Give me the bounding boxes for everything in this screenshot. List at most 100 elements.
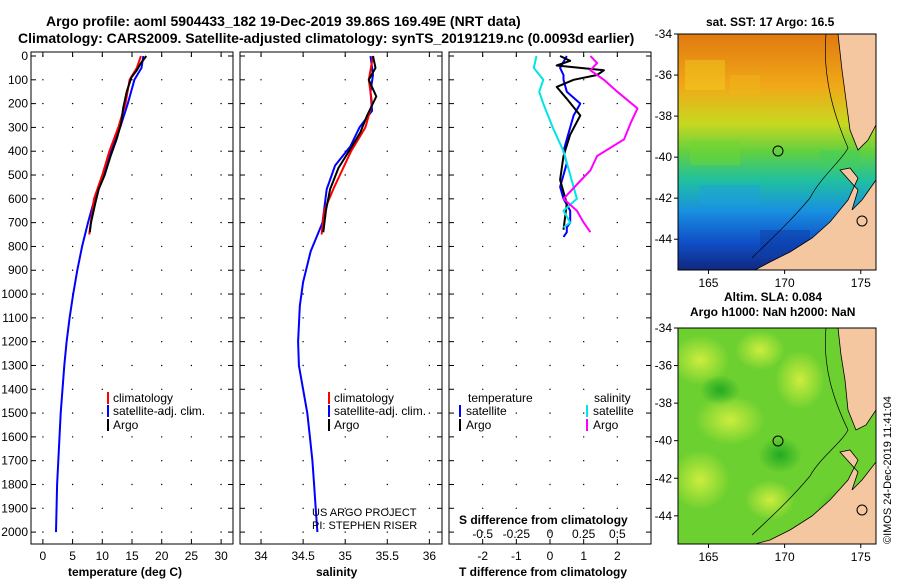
grid-dot xyxy=(616,221,618,224)
s-tick-label: -0.25 xyxy=(503,527,531,541)
y-tick-label: 1800 xyxy=(1,477,28,491)
grid-dot xyxy=(549,269,551,271)
series-line-s-argo xyxy=(562,55,639,233)
sla-map-title-line2: Argo h1000: NaN h2000: NaN xyxy=(690,305,855,319)
grid-dot xyxy=(220,102,222,105)
grid-dot xyxy=(428,483,431,486)
grid-dot xyxy=(71,150,74,152)
x-tick-label: 15 xyxy=(125,549,139,563)
grid-dot xyxy=(616,174,618,176)
grid-dot xyxy=(482,126,484,129)
temperature-xlabel: temperature (deg C) xyxy=(68,565,182,579)
sst-map-frame xyxy=(677,33,877,271)
grid-dot xyxy=(220,79,222,81)
grid-dot xyxy=(71,364,74,367)
sla-map-frame xyxy=(677,327,877,545)
grid-dot xyxy=(190,460,193,462)
x-tick-label: 34.5 xyxy=(291,549,315,563)
grid-dot xyxy=(302,483,304,486)
x-tick-label: 5 xyxy=(69,549,76,563)
grid-dot xyxy=(260,174,262,176)
map-y-tick-label: -34 xyxy=(655,321,673,335)
grid-dot xyxy=(131,460,133,462)
grid-dot xyxy=(344,174,346,176)
grid-dot xyxy=(515,507,517,509)
grid-dot xyxy=(131,412,133,414)
grid-dot xyxy=(344,245,346,248)
sst-map-axes: 165 170 175 -34 -36 -38 -40 -42 -44 xyxy=(655,27,871,290)
grid-dot xyxy=(583,102,585,105)
grid-dot xyxy=(386,364,388,367)
grid-dot xyxy=(101,126,104,129)
y-tick-label: 1700 xyxy=(1,454,28,468)
grid-dot xyxy=(549,436,551,438)
grid-dot xyxy=(190,436,193,438)
grid-dot xyxy=(71,126,74,129)
series-line-argo xyxy=(322,55,378,233)
grid-dot xyxy=(42,198,44,200)
grid-dot xyxy=(260,531,262,533)
map-y-tick-label: -36 xyxy=(655,359,673,373)
grid-dot xyxy=(131,436,133,438)
map-y-tick-label: -40 xyxy=(655,150,673,164)
grid-dot xyxy=(386,150,388,152)
x-tick-label: 34 xyxy=(254,549,268,563)
map-y-tick-label: -38 xyxy=(655,109,673,123)
grid-dot xyxy=(220,341,222,343)
grid-dot xyxy=(515,531,517,533)
map-y-tick-label: -42 xyxy=(655,191,673,205)
grid-dot xyxy=(386,221,388,224)
grid-dot xyxy=(190,221,193,224)
x-tick-label: 20 xyxy=(155,549,169,563)
grid-dot xyxy=(515,364,517,367)
difference-plot: -2 -1 0 1 2 -0.5 -0.25 0 0.25 0.5 xyxy=(449,52,651,563)
grid-dot xyxy=(101,364,104,367)
grid-dot xyxy=(482,174,484,176)
grid-dot xyxy=(131,245,133,248)
grid-dot xyxy=(302,364,304,367)
y-tick-label: 1100 xyxy=(2,311,28,325)
sst-land-north-island xyxy=(837,34,876,151)
grid-dot xyxy=(344,341,346,343)
grid-dot xyxy=(386,412,388,414)
grid-dot xyxy=(71,174,74,176)
grid-dot xyxy=(344,102,346,105)
grid-dot xyxy=(344,364,346,367)
grid-dot xyxy=(428,293,431,295)
series-line-t-argo xyxy=(555,55,605,230)
grid-dot xyxy=(190,198,193,200)
grid-dot xyxy=(515,126,517,129)
grid-dot xyxy=(515,221,517,224)
grid-dot xyxy=(220,174,222,176)
grid-dot xyxy=(549,79,551,81)
legend-satellite-label: satellite-adj. clim. xyxy=(334,404,426,418)
grid-dot xyxy=(101,483,104,486)
map-x-tick-label: 170 xyxy=(775,276,795,290)
grid-dot xyxy=(344,126,346,129)
grid-dot xyxy=(101,388,104,390)
grid-dot xyxy=(101,460,104,462)
grid-dot xyxy=(482,102,484,105)
map-x-tick-label: 170 xyxy=(775,550,795,564)
grid-dot xyxy=(71,221,74,224)
grid-dot xyxy=(71,79,74,81)
grid-dot xyxy=(549,388,551,390)
grid-dot xyxy=(260,198,262,200)
grid-dot xyxy=(616,341,618,343)
grid-dot xyxy=(161,269,163,271)
grid-dot xyxy=(220,364,222,367)
grid-dot xyxy=(482,436,484,438)
sla-land-north-island xyxy=(837,328,876,431)
grid-dot xyxy=(161,174,163,176)
salinity-legend: climatology satellite-adj. clim. Argo US… xyxy=(312,391,426,532)
grid-dot xyxy=(260,412,262,414)
map-y-tick-label: -34 xyxy=(655,27,673,41)
difference-legend: temperature satellite Argo salinity sate… xyxy=(459,391,634,432)
s-tick-label: 0.25 xyxy=(572,527,596,541)
grid-dot xyxy=(131,126,133,129)
grid-dot xyxy=(260,364,262,367)
y-tick-label: 1500 xyxy=(1,406,28,420)
grid-dot xyxy=(302,269,304,271)
grid-dot xyxy=(482,150,484,152)
grid-dot xyxy=(71,436,74,438)
